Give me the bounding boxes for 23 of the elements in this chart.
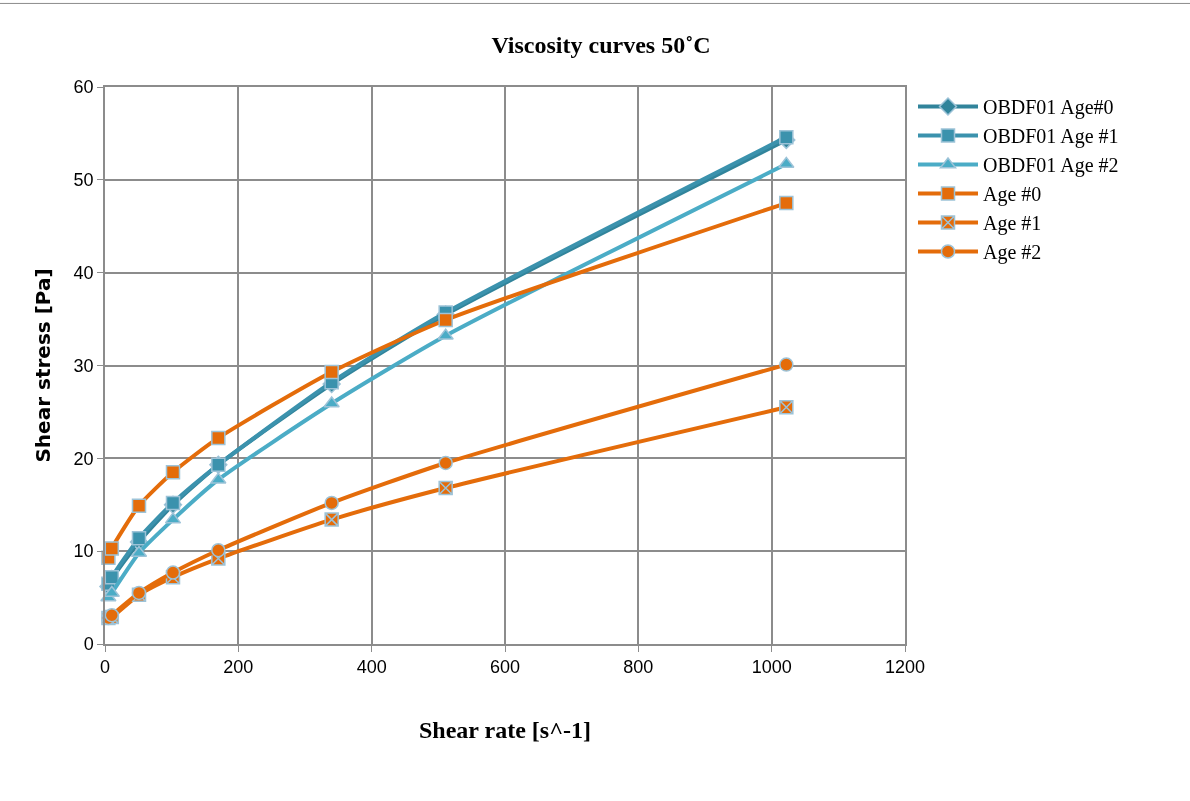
y-tick-label: 0 xyxy=(83,634,94,655)
legend-label: OBDF01 Age #1 xyxy=(983,125,1119,149)
y-tick-label: 20 xyxy=(73,448,94,469)
y-tick-label: 50 xyxy=(73,170,94,191)
chart-title: Viscosity curves 50˚C xyxy=(491,31,711,58)
x-tick-label: 800 xyxy=(623,657,654,678)
legend-label: Age #2 xyxy=(983,241,1042,265)
x-tick-label: 600 xyxy=(489,657,521,678)
x-axis-title: Shear rate [s^-1] xyxy=(418,717,592,744)
y-axis-title: Shear stress [Pa] xyxy=(30,268,55,463)
legend-label: Age #0 xyxy=(983,183,1042,207)
x-tick-label: 200 xyxy=(223,657,254,678)
y-tick-label: 40 xyxy=(73,262,94,283)
x-tick-label: 400 xyxy=(356,657,387,678)
x-tick-label: 1000 xyxy=(751,657,792,678)
legend-label: OBDF01 Age#0 xyxy=(983,96,1114,120)
x-tick-label: 0 xyxy=(99,657,111,678)
y-tick-label: 60 xyxy=(73,77,94,98)
legend-label: OBDF01 Age #2 xyxy=(983,154,1119,178)
x-tick-label: 1200 xyxy=(884,657,926,678)
legend-label: Age #1 xyxy=(983,212,1042,236)
y-tick-label: 10 xyxy=(73,541,94,562)
y-tick-label: 30 xyxy=(73,355,94,376)
